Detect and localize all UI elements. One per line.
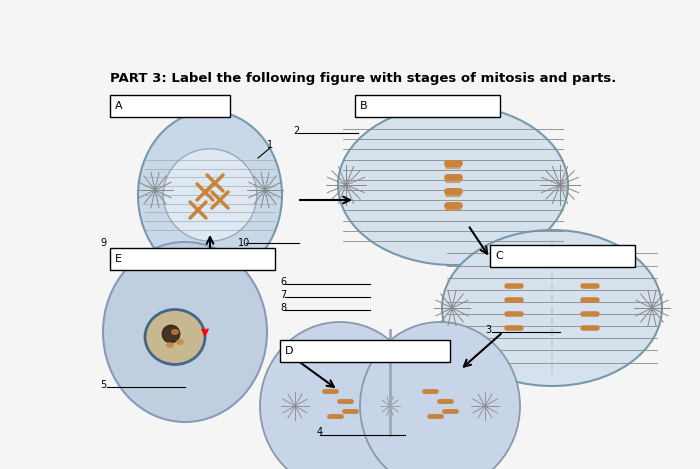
Ellipse shape [138,111,282,279]
Ellipse shape [162,325,180,343]
Text: B: B [360,101,368,111]
Bar [110,95,230,117]
Text: 2: 2 [293,126,300,136]
Text: D: D [285,346,293,356]
Ellipse shape [163,149,257,241]
Bar [110,248,275,270]
Ellipse shape [171,329,179,335]
Bar [280,340,450,362]
Text: PART 3: Label the following figure with stages of mitosis and parts.: PART 3: Label the following figure with … [110,72,617,85]
Text: A: A [115,101,122,111]
Text: 3: 3 [485,325,491,335]
Text: E: E [115,254,122,264]
Ellipse shape [338,105,568,265]
Text: 9: 9 [100,238,106,248]
Ellipse shape [166,342,174,348]
Ellipse shape [360,322,520,469]
Text: 4: 4 [317,427,323,437]
Ellipse shape [275,346,505,466]
Ellipse shape [260,322,420,469]
Text: 8: 8 [280,303,286,313]
Ellipse shape [145,310,205,364]
Bar [355,95,500,117]
Text: C: C [495,251,503,261]
Text: 10: 10 [238,238,251,248]
Text: 7: 7 [280,290,286,300]
Bar [490,245,635,267]
Ellipse shape [442,230,662,386]
Text: 5: 5 [100,380,106,390]
Ellipse shape [103,242,267,422]
Text: 1: 1 [267,140,273,150]
Ellipse shape [176,339,184,345]
Text: 6: 6 [280,277,286,287]
